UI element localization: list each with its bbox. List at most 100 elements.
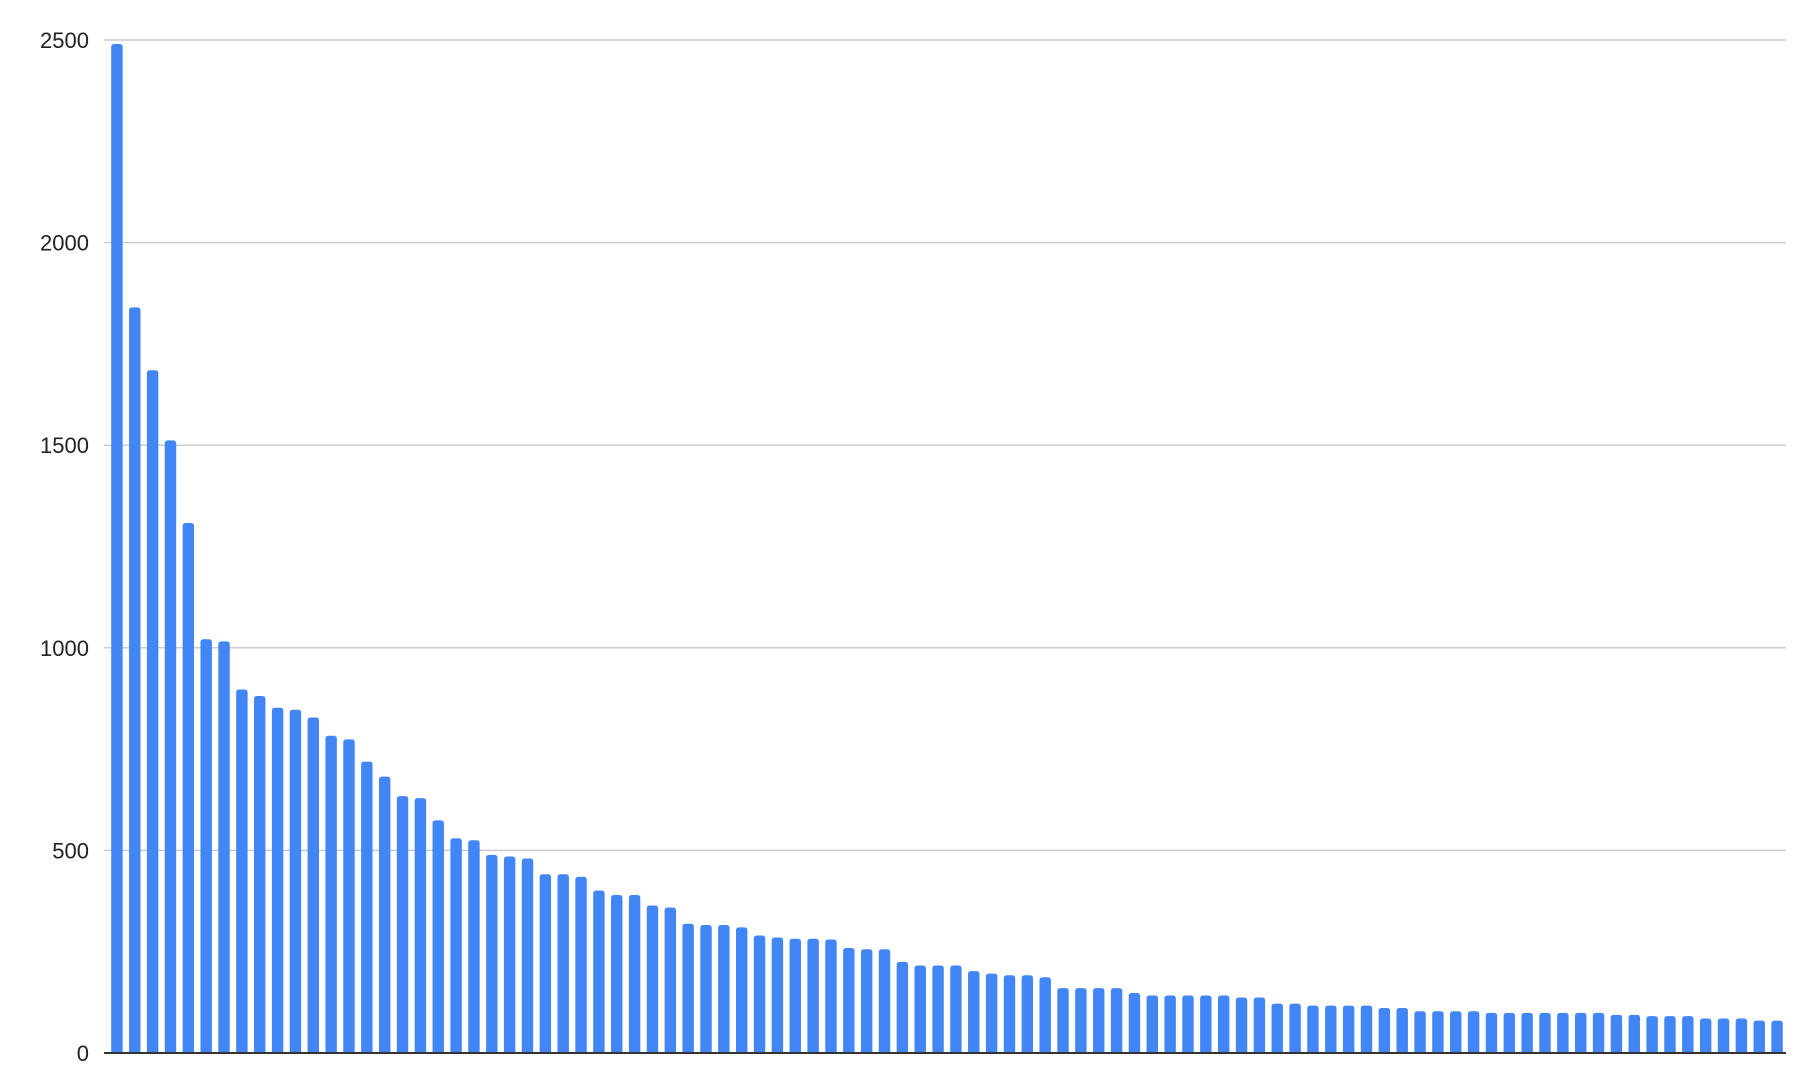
y-tick-label: 0 — [77, 1041, 89, 1066]
bar — [736, 927, 748, 1053]
bar — [1628, 1014, 1640, 1053]
bar — [307, 717, 319, 1053]
bar — [236, 689, 248, 1053]
bar — [1057, 988, 1069, 1053]
bar — [825, 939, 837, 1053]
bar — [1200, 995, 1212, 1053]
bar — [1450, 1011, 1462, 1053]
bar — [914, 965, 926, 1053]
bar — [1539, 1012, 1551, 1053]
bar — [414, 798, 427, 1053]
bar — [129, 307, 141, 1053]
bar — [218, 641, 230, 1053]
bar — [1664, 1016, 1676, 1053]
bar — [1075, 988, 1087, 1053]
bar — [1575, 1012, 1587, 1053]
bar — [1682, 1016, 1694, 1053]
bar — [664, 907, 677, 1053]
bar — [1093, 988, 1105, 1053]
bar — [1592, 1012, 1605, 1053]
bar — [771, 937, 784, 1053]
y-tick-label: 1500 — [40, 433, 89, 458]
bar — [486, 854, 498, 1053]
y-tick-label: 1000 — [40, 636, 89, 661]
bar — [1021, 975, 1034, 1053]
bar — [1610, 1014, 1623, 1053]
bar — [557, 874, 569, 1053]
bar — [432, 820, 444, 1053]
bar — [271, 707, 284, 1053]
bar — [950, 965, 962, 1053]
bar — [1253, 997, 1266, 1053]
bar — [1289, 1003, 1301, 1053]
bar — [682, 923, 694, 1053]
bar — [878, 949, 891, 1053]
bar — [1717, 1018, 1730, 1053]
bar — [718, 924, 730, 1053]
gridlines — [104, 39, 1786, 852]
bar — [628, 894, 641, 1053]
bar — [182, 522, 195, 1053]
bar — [1217, 995, 1230, 1053]
bar — [753, 935, 766, 1053]
bar — [1646, 1016, 1658, 1053]
bar — [1360, 1005, 1373, 1053]
bar — [611, 894, 623, 1053]
bar — [1146, 995, 1158, 1053]
bar — [503, 856, 516, 1053]
bar — [700, 924, 712, 1053]
bar — [968, 971, 980, 1053]
bar — [396, 796, 409, 1053]
bar — [1753, 1020, 1765, 1053]
bar — [1378, 1008, 1391, 1053]
bar — [521, 858, 534, 1053]
bar — [932, 965, 944, 1053]
bar — [1182, 995, 1194, 1053]
y-axis-ticks: 0 500 1000 1500 2000 2500 — [40, 28, 89, 1066]
bar — [1110, 988, 1123, 1053]
bar — [575, 876, 587, 1053]
bar — [1325, 1005, 1337, 1053]
bar — [468, 840, 480, 1053]
bar — [646, 905, 659, 1053]
bar — [1521, 1012, 1533, 1053]
bar — [361, 761, 373, 1053]
bar — [1414, 1011, 1426, 1053]
bar — [1735, 1018, 1748, 1053]
bar — [896, 961, 909, 1053]
bar — [200, 639, 212, 1053]
bar — [325, 735, 337, 1053]
bar — [843, 948, 855, 1053]
bar — [1396, 1008, 1408, 1053]
bar — [289, 709, 302, 1053]
y-tick-label: 2500 — [40, 28, 89, 53]
bar — [111, 44, 123, 1053]
y-tick-label: 500 — [52, 838, 89, 863]
bar-series — [111, 44, 1783, 1053]
bar — [539, 874, 552, 1053]
bar — [985, 973, 998, 1053]
bar — [1557, 1012, 1569, 1053]
bar — [1771, 1020, 1783, 1053]
bar — [1432, 1011, 1444, 1053]
bar — [789, 938, 801, 1053]
bar — [378, 776, 391, 1053]
bar — [1699, 1018, 1712, 1053]
bar — [1003, 975, 1016, 1053]
bar — [1503, 1012, 1516, 1053]
bar — [1164, 995, 1176, 1053]
bar — [860, 949, 873, 1053]
bar — [1307, 1005, 1319, 1053]
bar — [1235, 997, 1248, 1053]
bar — [807, 938, 819, 1053]
bar — [1039, 977, 1051, 1053]
bar — [1485, 1012, 1498, 1053]
bar — [164, 440, 177, 1053]
bar — [593, 890, 605, 1053]
bar — [146, 370, 159, 1053]
bar — [343, 739, 355, 1053]
bar — [1271, 1003, 1283, 1053]
y-tick-label: 2000 — [40, 231, 89, 256]
bar — [1128, 993, 1141, 1053]
